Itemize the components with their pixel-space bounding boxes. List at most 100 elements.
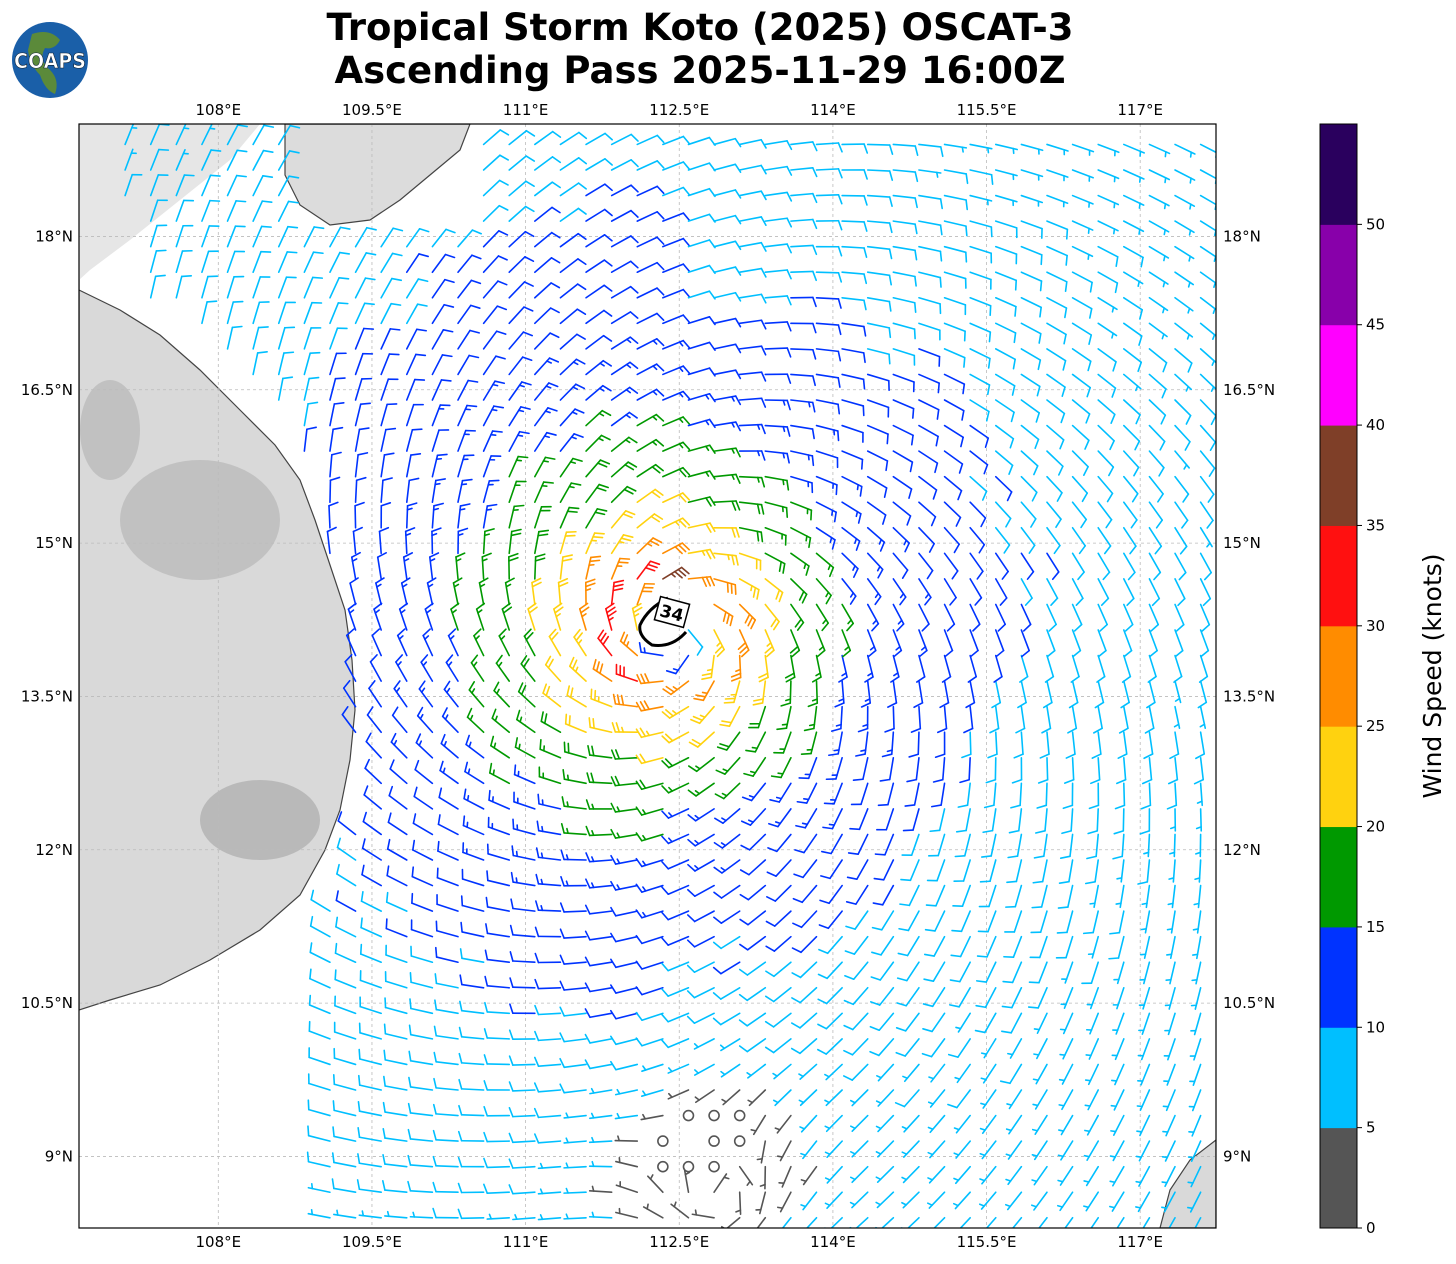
wind-barb — [1071, 424, 1090, 450]
barb-full — [922, 1028, 933, 1033]
barb-staff — [694, 884, 715, 897]
barb-full — [1106, 492, 1114, 503]
wind-barb — [1071, 475, 1089, 503]
barb-half — [807, 401, 811, 408]
barb-full — [888, 196, 893, 208]
wind-barb — [843, 986, 869, 1006]
barb-full — [570, 482, 582, 486]
barb-full — [463, 788, 467, 800]
barb-half — [872, 619, 878, 625]
wind-barb — [1020, 373, 1041, 397]
wind-barb — [790, 141, 818, 152]
wind-barb — [559, 433, 584, 452]
barb-half — [781, 723, 789, 726]
wind-barb — [733, 1109, 746, 1122]
barb-half — [705, 471, 710, 477]
barb-staff — [1020, 526, 1036, 547]
barb-staff — [385, 927, 408, 938]
barb-half — [901, 1176, 908, 1181]
wind-barb — [1097, 629, 1107, 658]
barb-full — [1057, 906, 1069, 909]
barb-full — [926, 569, 934, 580]
wind-barb — [309, 942, 331, 964]
wind-barb — [1089, 884, 1100, 908]
barb-full — [287, 200, 299, 204]
barb-full — [418, 227, 430, 233]
barb-half — [961, 146, 964, 153]
barb-full — [682, 135, 691, 145]
barb-full — [712, 966, 722, 975]
wind-barb — [815, 245, 843, 257]
barb-full — [635, 754, 643, 765]
wind-barb — [690, 705, 715, 725]
barb-full — [622, 534, 634, 538]
barb-full — [1209, 441, 1216, 452]
wind-barb — [713, 473, 741, 484]
barb-staff — [860, 782, 869, 806]
barb-half — [496, 688, 500, 695]
barb-half — [775, 1230, 779, 1232]
barb-full — [1144, 727, 1155, 734]
wind-barb — [1148, 501, 1164, 529]
barb-full — [713, 891, 723, 899]
barb-full — [881, 753, 893, 758]
wind-barb — [559, 954, 587, 965]
wind-barb — [1174, 271, 1195, 288]
wind-barb — [713, 189, 742, 199]
wind-barb — [559, 980, 587, 991]
barb-staff — [918, 373, 940, 384]
barb-full — [595, 661, 600, 672]
barb-staff — [938, 808, 946, 832]
wind-barb — [431, 379, 452, 401]
barb-full — [913, 702, 924, 709]
barb-full — [1105, 518, 1113, 529]
barb-staff — [1071, 271, 1093, 284]
wind-barb — [408, 1024, 434, 1040]
barb-staff — [336, 846, 357, 861]
barb-half — [599, 362, 605, 367]
wind-barb — [662, 161, 691, 171]
barb-full — [701, 672, 713, 677]
wind-barb — [482, 204, 509, 222]
barb-half — [800, 1179, 807, 1183]
barb-full — [384, 997, 387, 1009]
wind-barb — [1199, 552, 1213, 581]
barb-full — [1055, 518, 1062, 529]
barb-staff — [790, 424, 814, 430]
barb-full — [682, 466, 691, 476]
wind-barb — [483, 1028, 511, 1040]
wind-barb — [764, 629, 775, 658]
barb-staff — [907, 1216, 920, 1228]
wind-barb — [1003, 935, 1023, 958]
barb-full — [1133, 466, 1140, 477]
barb-staff — [359, 1005, 382, 1015]
barb-staff — [487, 853, 511, 861]
barb-staff — [802, 859, 818, 879]
wind-barb — [1188, 1089, 1202, 1112]
wind-barb — [610, 361, 639, 376]
barb-staff — [1069, 833, 1074, 858]
wind-barb — [610, 534, 634, 555]
barb-staff — [1020, 296, 1042, 309]
barb-half — [782, 399, 786, 406]
barb-staff — [687, 290, 711, 299]
barb-staff — [906, 961, 920, 982]
wind-barb — [359, 996, 382, 1015]
wind-barb — [1071, 194, 1094, 208]
wind-barb — [815, 322, 842, 336]
barb-full — [409, 972, 412, 984]
barb-full — [437, 814, 441, 826]
wind-barb — [1090, 756, 1101, 785]
barb-full — [635, 857, 643, 868]
barb-half — [1084, 1129, 1091, 1133]
barb-staff — [1123, 399, 1141, 416]
34kt-contour: 34 — [638, 595, 691, 647]
wind-barb — [1174, 424, 1191, 451]
barb-staff — [687, 239, 711, 248]
wind-barb — [978, 884, 997, 908]
barb-full — [760, 531, 764, 543]
barb-staff — [610, 235, 632, 248]
barb-staff — [903, 1089, 920, 1108]
barb-staff — [1046, 526, 1061, 547]
barb-staff — [307, 1160, 331, 1168]
